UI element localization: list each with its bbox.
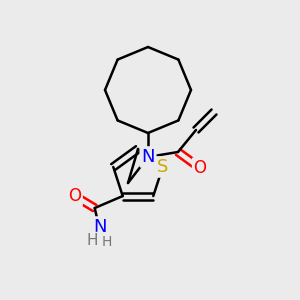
Text: H: H — [87, 232, 98, 247]
Text: O: O — [194, 159, 206, 177]
Text: O: O — [68, 187, 81, 205]
Text: S: S — [157, 158, 168, 176]
Text: N: N — [93, 218, 106, 236]
Text: N: N — [141, 148, 155, 166]
Text: H: H — [101, 235, 112, 249]
